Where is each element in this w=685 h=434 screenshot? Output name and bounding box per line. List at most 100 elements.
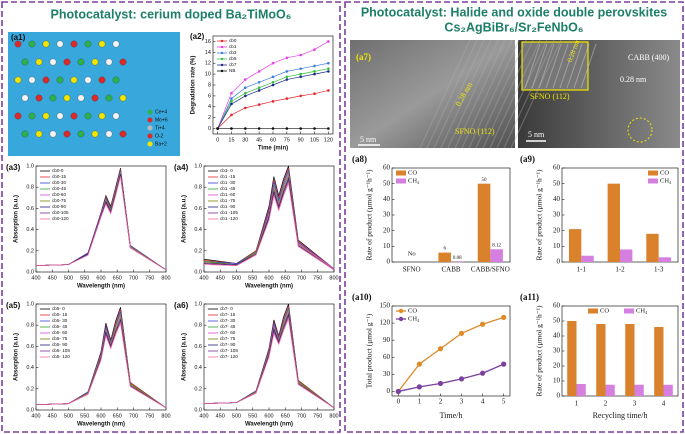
atom [77,58,85,66]
bar [605,384,615,396]
data-point [313,48,316,51]
bar [568,229,582,262]
x-tick-label: 550 [248,413,257,419]
y-tick-label: 60 [383,353,391,361]
x-tick-label: 550 [248,275,257,281]
atom [49,58,57,66]
y-tick-label: 0 [557,392,561,400]
panel-label: (a5) [6,301,21,310]
y-tick-label: 1.0 [26,163,34,169]
data-point [285,78,289,81]
atom [42,40,50,48]
series-line [203,181,335,271]
legend-label: cb0 [229,38,237,43]
data-point [271,61,275,65]
data-point [285,56,289,60]
atom [14,40,22,48]
atom [70,76,78,84]
data-point [285,97,289,100]
y-tick-label: 6 [208,93,211,99]
atom [49,130,57,138]
panel-label: (a2) [190,32,205,41]
x-tick-label: 800 [329,413,338,419]
panel-label: (a6) [174,301,189,310]
legend-swatch [147,141,153,147]
panel-label: (a10) [352,292,372,302]
atom [119,58,127,66]
atom [56,40,64,48]
data-point [244,78,247,81]
y-tick-label: 20 [553,226,561,234]
legend-label: CO [408,307,417,314]
data-point [480,370,486,376]
panel-label: (a8) [352,154,367,164]
data-point [257,127,261,130]
legend-swatch [147,125,153,131]
data-point [271,80,275,84]
x-tick-label: 400 [199,413,208,419]
x-tick-label: 2 [439,398,443,406]
y-axis-label: Rate of product (μmol g⁻¹h⁻¹) [535,169,544,261]
x-tick-label: SFNO [403,266,421,274]
x-tick-label: 650 [281,275,290,281]
lattice-fringe [461,39,513,149]
data-point [327,61,330,65]
x-axis-label: Wavelength (nm) [245,422,293,428]
x-tick-label: 4 [662,400,666,408]
y-tick-label: 0.4 [26,227,34,233]
legend-label: cb7- 45 [220,324,236,329]
legend-label: cb5- 105 [52,348,70,353]
data-point [327,127,330,130]
x-tick-label: 450 [48,275,57,281]
y-tick-label: 30 [553,211,561,219]
x-tick-label: 400 [31,275,40,281]
legend-label: cb7- 120 [220,354,238,359]
y-tick-label: 0.0 [194,269,202,275]
legend-label: cb1 -105 [220,210,238,215]
legend-label: cb1 -45 [220,186,236,191]
legend-label: cb0-90 [52,204,66,209]
x-tick-label: 1 [418,398,422,406]
bar [477,183,491,262]
chart: (a6) 0.0 0.2 0.4 0.6 0.8 1.0 Absorption (a.u.) W… [174,301,339,427]
y-axis-label: Absorption (a.u.) [14,195,20,243]
x-axis-label: Wavelength (nm) [77,284,125,290]
legend-swatch [220,39,224,43]
x-tick-label: 750 [313,275,322,281]
y-tick-label: 16 [205,39,211,45]
legend-label: CO [600,307,609,314]
legend-label: cb0-60 [52,192,66,197]
legend-label: cb5- 0 [52,306,65,311]
y-tick-label: 0.8 [194,185,202,191]
bar [663,384,673,396]
tem-image [350,40,515,148]
y-tick-label: 90 [383,336,391,344]
legend-label: Ba+2 [155,141,167,147]
bar [567,321,577,396]
y-tick-label: 0 [557,258,561,266]
x-tick-label: 450 [216,275,225,281]
data-point [244,106,247,110]
legend-label: cb7 [229,62,237,67]
lattice-fringe [538,43,555,89]
x-tick-label: 105 [310,137,319,143]
y-tick-label: 40 [553,195,561,203]
plot-frame [391,305,511,397]
data-point [230,100,233,103]
x-tick-label: 600 [96,413,105,419]
lattice-fringe [510,39,562,149]
y-tick-label: 0.4 [26,365,34,371]
atom [63,58,71,66]
legend-swatch [220,63,224,67]
data-point [501,314,507,320]
atom [21,58,29,66]
y-tick-label: 40 [553,332,561,340]
y-tick-label: 50 [553,317,561,325]
atom [35,94,43,102]
legend-label: cb0-45 [52,186,66,191]
plane-label: SFNO (112) [530,92,570,101]
bar [490,249,503,262]
panel-label: (a1) [11,33,26,42]
y-tick-label: 0.0 [194,407,202,413]
legend-label: CH₄ [636,307,648,314]
